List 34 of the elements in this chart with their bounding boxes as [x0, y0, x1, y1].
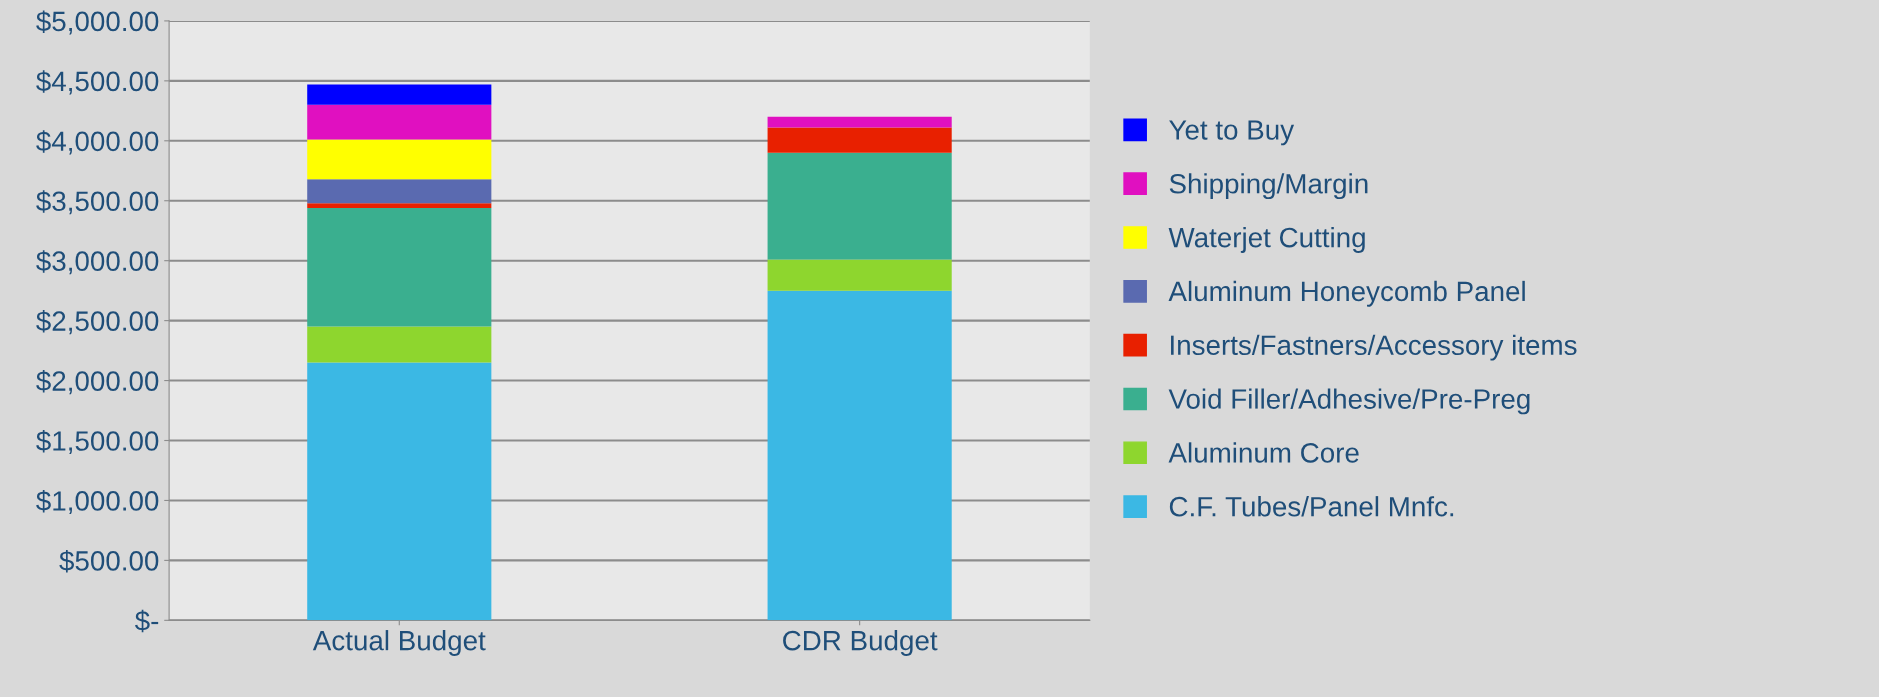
bar — [307, 104, 492, 140]
y-tick-label: $1,500.00 — [36, 430, 159, 455]
legend-label: Void Filler/Adhesive/Pre-Preg — [1168, 388, 1530, 415]
legend-label: Waterjet Cutting — [1168, 227, 1365, 253]
y-tick-label: $3,000.00 — [36, 250, 159, 275]
y-tick-label: $4,000.00 — [36, 130, 159, 155]
bar — [767, 152, 952, 260]
y-tick-label: $5,000.00 — [36, 10, 159, 35]
bar — [307, 179, 492, 204]
legend-label: Shipping/Margin — [1169, 173, 1368, 200]
legend-label: Yet to Buy — [1169, 120, 1295, 146]
bar — [307, 207, 492, 327]
y-tick-label: $4,500.00 — [36, 70, 159, 95]
y-tick-label: $1,000.00 — [36, 489, 159, 515]
bar — [767, 116, 952, 128]
legend-label: Aluminum Honeycomb Panel — [1168, 280, 1525, 307]
legend-label: C.F. Tubes/Panel Mnfc. — [1169, 496, 1454, 517]
bar — [767, 290, 952, 621]
y-tick-label: $2,500.00 — [36, 310, 159, 335]
bar — [307, 203, 492, 208]
bar — [307, 84, 492, 105]
legend-label: Aluminum Core — [1168, 442, 1359, 463]
x-tick-label: Actual Budget — [312, 630, 486, 656]
y-tick-label: $3,500.00 — [36, 190, 159, 215]
y-tick-label: $500.00 — [59, 549, 159, 573]
x-tick-label: CDR Budget — [783, 630, 938, 656]
bar — [307, 326, 492, 363]
bar — [767, 259, 952, 291]
y-tick-label: $- — [134, 609, 159, 633]
bar — [767, 127, 952, 153]
y-tick-label: $2,000.00 — [36, 370, 159, 395]
bar — [307, 139, 492, 180]
legend-label: Inserts/Fastners/Accessory items — [1171, 334, 1577, 361]
bar — [307, 362, 492, 621]
